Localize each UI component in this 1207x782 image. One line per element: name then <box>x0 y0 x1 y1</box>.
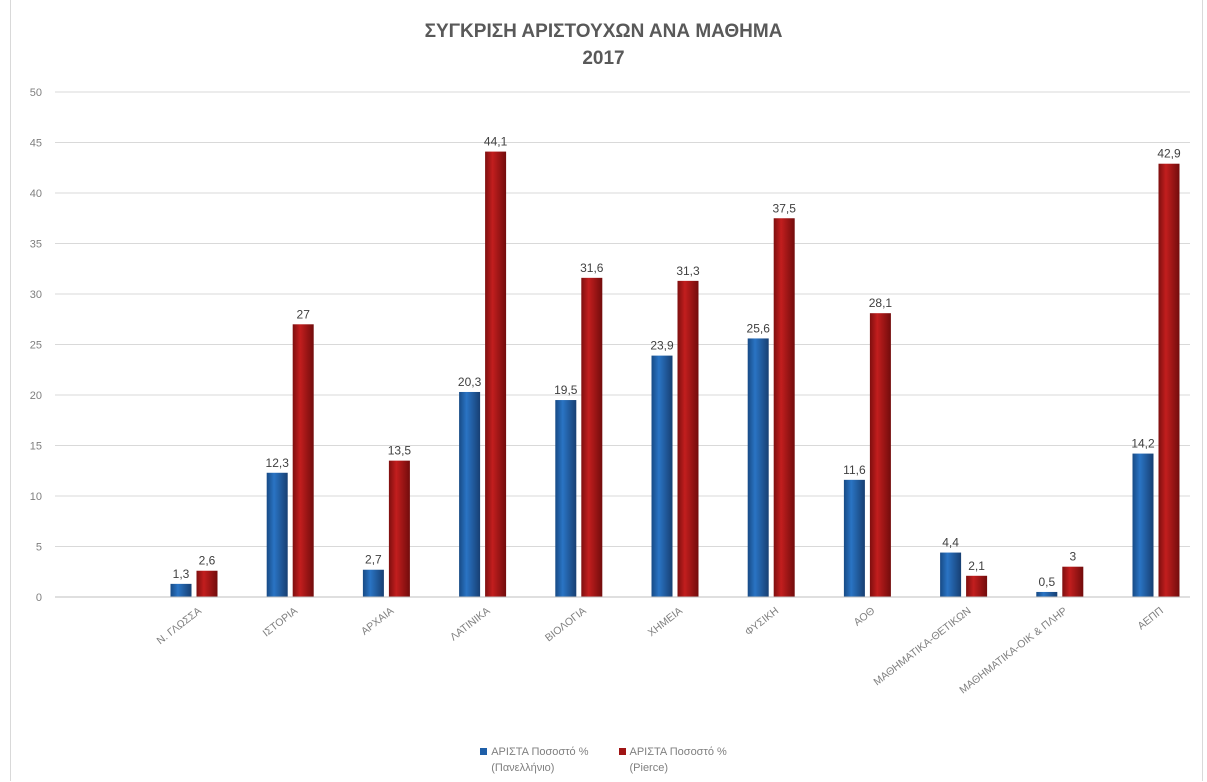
data-label: 28,1 <box>869 296 893 310</box>
data-label: 2,6 <box>199 554 216 568</box>
bar-panellinio <box>1132 453 1154 597</box>
data-label: 13,5 <box>388 444 412 458</box>
y-tick-label: 35 <box>30 239 42 251</box>
legend: ΑΡΙΣΤΑ Ποσοστό % (Πανελλήνιο) ΑΡΙΣΤΑ Ποσ… <box>0 744 1207 776</box>
legend-item-series-1: ΑΡΙΣΤΑ Ποσοστό % (Πανελλήνιο) <box>480 744 589 776</box>
x-category-label: ΜΑΘΗΜΑΤΙΚΑ-ΟΙΚ & ΠΛΗΡ <box>957 605 1069 696</box>
legend-label-series-2: ΑΡΙΣΤΑ Ποσοστό % (Pierce) <box>629 746 727 774</box>
y-tick-label: 0 <box>36 592 42 604</box>
data-label: 37,5 <box>773 201 797 215</box>
data-label: 11,6 <box>843 463 866 477</box>
y-tick-label: 5 <box>36 542 42 554</box>
data-label: 12,3 <box>266 456 290 470</box>
bar-panellinio <box>940 552 962 597</box>
bar-panellinio <box>555 400 577 597</box>
legend-item-series-2: ΑΡΙΣΤΑ Ποσοστό % (Pierce) <box>618 744 727 776</box>
data-label: 20,3 <box>458 375 482 389</box>
bar-pierce <box>388 460 410 597</box>
bar-pierce <box>485 151 507 597</box>
bar-chart: 0 5 10 15 20 25 30 35 40 45 50 1,3 2,6 Ν. ΓΛΩΣΣΑ 12,3 2… <box>30 87 1190 696</box>
legend-swatch-series-2 <box>618 748 626 755</box>
data-label: 27 <box>297 307 311 321</box>
data-label: 3 <box>1069 550 1076 564</box>
data-label: 19,5 <box>554 383 578 397</box>
x-category-label: ΧΗΜΕΙΑ <box>646 605 685 639</box>
bar-panellinio <box>1036 591 1058 597</box>
data-label: 1,3 <box>173 567 190 581</box>
y-tick-label: 10 <box>30 491 42 503</box>
x-category-label: ΜΑΘΗΜΑΤΙΚΑ-ΘΕΤΙΚΩΝ <box>871 605 973 688</box>
data-label: 2,7 <box>365 553 382 567</box>
bar-pierce <box>773 218 795 597</box>
bar-panellinio <box>266 472 288 597</box>
data-label: 2,1 <box>968 559 985 573</box>
x-category-label: ΑΟΘ <box>852 605 878 629</box>
bar-panellinio <box>170 583 192 597</box>
legend-swatch-series-1 <box>480 748 488 755</box>
data-label: 31,3 <box>676 264 700 278</box>
bar-pierce <box>1158 163 1180 597</box>
bar-pierce <box>292 324 314 597</box>
bar-pierce <box>677 280 699 597</box>
bar-panellinio <box>843 479 865 597</box>
data-label: 4,4 <box>942 536 959 550</box>
bar-pierce <box>196 570 218 597</box>
data-label: 44,1 <box>484 135 508 149</box>
chart-subtitle: 2017 <box>582 48 625 69</box>
data-label: 23,9 <box>650 339 674 353</box>
legend-label-series-1: ΑΡΙΣΤΑ Ποσοστό % (Πανελλήνιο) <box>491 746 589 774</box>
data-label: 25,6 <box>747 321 771 335</box>
y-tick-label: 50 <box>30 87 42 99</box>
bar-pierce <box>966 575 988 597</box>
bar-panellinio <box>362 569 384 597</box>
chart-title-block: ΣΥΓΚΡΙΣΗ ΑΡΙΣΤΟΥΧΩΝ ΑΝΑ ΜΑΘΗΜΑ 2017 <box>0 18 1207 72</box>
x-category-label: ΛΑΤΙΝΙΚΑ <box>448 605 492 643</box>
bar-pierce <box>869 313 891 597</box>
bar-panellinio <box>459 391 481 597</box>
y-tick-label: 40 <box>30 188 42 200</box>
chart-title: ΣΥΓΚΡΙΣΗ ΑΡΙΣΤΟΥΧΩΝ ΑΝΑ ΜΑΘΗΜΑ <box>424 21 783 42</box>
x-category-label: ΑΕΠΠ <box>1135 605 1165 632</box>
y-tick-label: 30 <box>30 289 42 301</box>
bar-pierce <box>1062 566 1084 597</box>
data-label: 31,6 <box>580 261 604 275</box>
data-label: 0,5 <box>1038 575 1055 589</box>
data-label: 14,2 <box>1131 437 1155 451</box>
data-label: 42,9 <box>1157 147 1181 161</box>
y-tick-label: 45 <box>30 138 42 150</box>
x-category-label: ΑΡΧΑΙΑ <box>359 605 396 638</box>
y-tick-label: 20 <box>30 390 42 402</box>
chart-frame <box>10 0 1203 781</box>
x-category-label: ΦΥΣΙΚΗ <box>743 605 781 638</box>
x-category-label: Ν. ΓΛΩΣΣΑ <box>155 605 204 647</box>
bar-pierce <box>581 277 603 597</box>
x-category-label: ΙΣΤΟΡΙΑ <box>261 605 300 640</box>
x-category-label: ΒΙΟΛΟΓΙΑ <box>543 605 589 644</box>
bar-panellinio <box>747 338 769 597</box>
y-tick-label: 25 <box>30 340 42 352</box>
bar-panellinio <box>651 355 673 597</box>
y-tick-label: 15 <box>30 441 42 453</box>
